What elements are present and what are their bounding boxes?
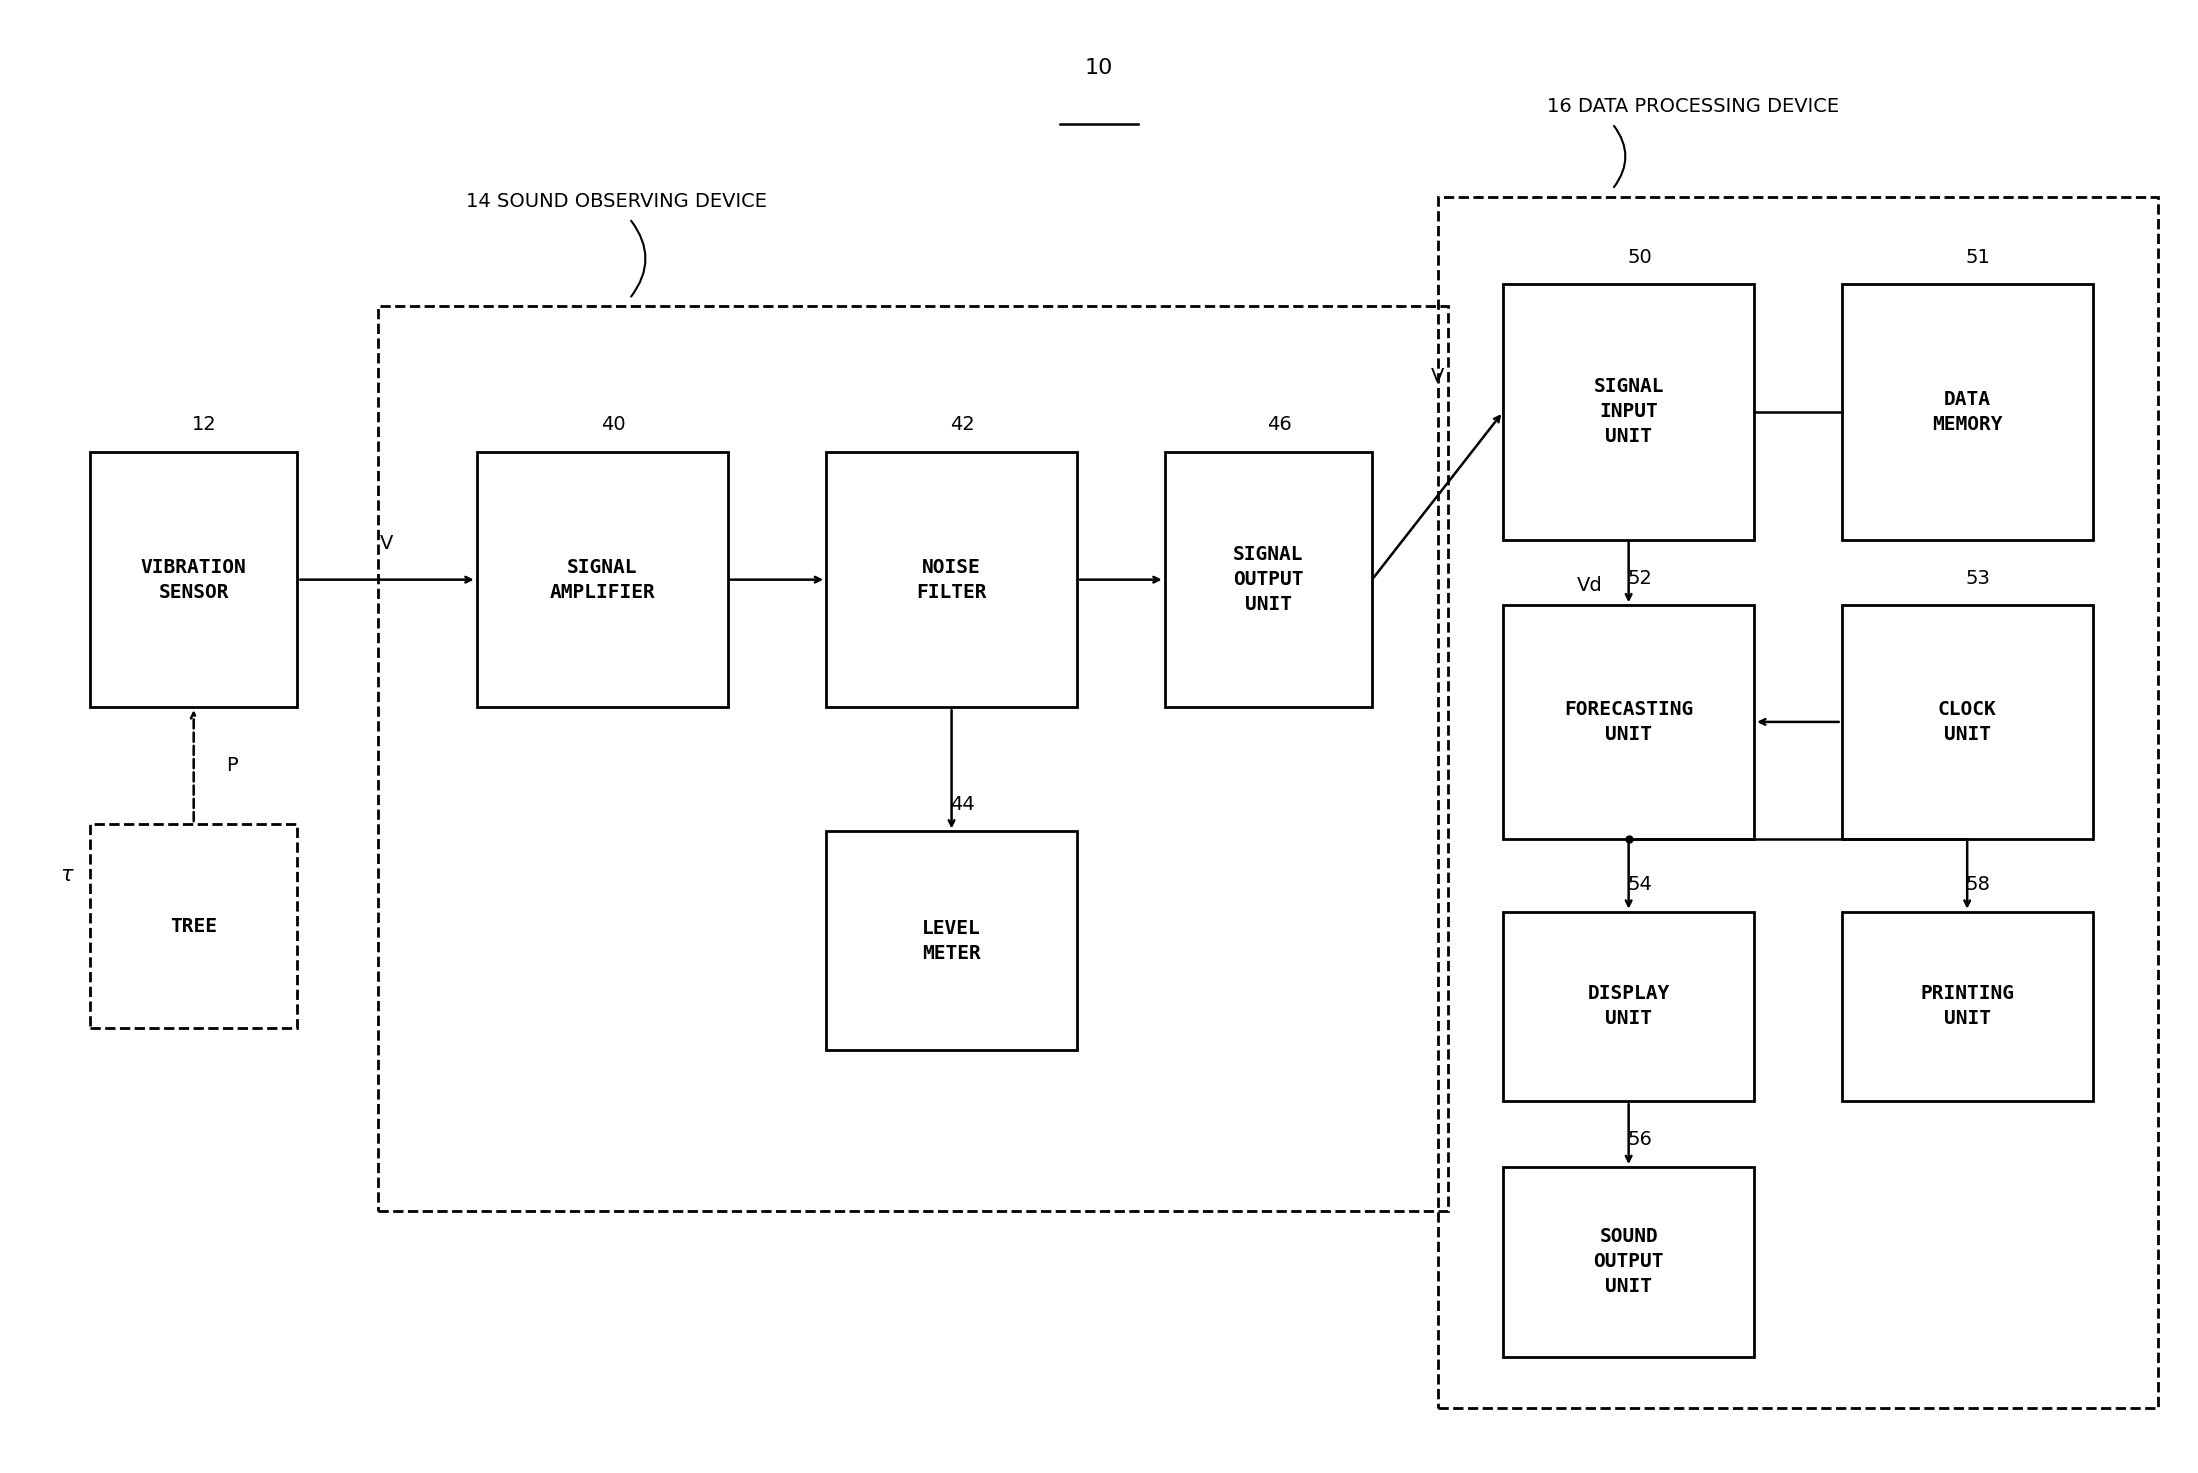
- Text: FORECASTING
UNIT: FORECASTING UNIT: [1565, 700, 1692, 744]
- Text: 42: 42: [950, 415, 976, 435]
- Bar: [90, 823, 297, 1028]
- Text: P: P: [226, 756, 237, 775]
- Text: 56: 56: [1627, 1130, 1653, 1149]
- Text: 40: 40: [600, 415, 626, 435]
- Bar: [1503, 1167, 1754, 1357]
- Bar: [1503, 912, 1754, 1102]
- Text: DATA
MEMORY: DATA MEMORY: [1932, 390, 2002, 435]
- Bar: [378, 306, 1448, 1211]
- Text: 10: 10: [1086, 57, 1112, 78]
- Text: 12: 12: [191, 415, 218, 435]
- Text: 50: 50: [1627, 247, 1653, 267]
- Text: SIGNAL
AMPLIFIER: SIGNAL AMPLIFIER: [550, 558, 655, 601]
- Text: NOISE
FILTER: NOISE FILTER: [917, 558, 987, 601]
- Text: SIGNAL
OUTPUT
UNIT: SIGNAL OUTPUT UNIT: [1233, 545, 1303, 614]
- Bar: [1165, 452, 1372, 707]
- Bar: [477, 452, 728, 707]
- Text: TREE: TREE: [169, 916, 218, 935]
- Text: Vd: Vd: [1576, 576, 1602, 595]
- Bar: [1503, 605, 1754, 838]
- Text: V: V: [380, 535, 393, 554]
- Bar: [1842, 605, 2092, 838]
- Bar: [826, 831, 1077, 1050]
- Text: 46: 46: [1266, 415, 1292, 435]
- Bar: [90, 452, 297, 707]
- Bar: [826, 452, 1077, 707]
- Bar: [1842, 912, 2092, 1102]
- Text: 54: 54: [1627, 875, 1653, 894]
- Text: V: V: [1431, 367, 1444, 386]
- Text: CLOCK
UNIT: CLOCK UNIT: [1939, 700, 1996, 744]
- Text: VIBRATION
SENSOR: VIBRATION SENSOR: [141, 558, 246, 601]
- Text: 14 SOUND OBSERVING DEVICE: 14 SOUND OBSERVING DEVICE: [466, 191, 767, 211]
- Text: 16 DATA PROCESSING DEVICE: 16 DATA PROCESSING DEVICE: [1547, 97, 1840, 116]
- Text: PRINTING
UNIT: PRINTING UNIT: [1921, 984, 2013, 1028]
- Bar: [1437, 196, 2158, 1408]
- Text: 53: 53: [1965, 569, 1991, 588]
- Text: 52: 52: [1627, 569, 1653, 588]
- Text: 58: 58: [1965, 875, 1991, 894]
- Text: SIGNAL
INPUT
UNIT: SIGNAL INPUT UNIT: [1594, 377, 1664, 446]
- Bar: [1842, 284, 2092, 539]
- Text: LEVEL
METER: LEVEL METER: [923, 919, 980, 963]
- Text: 44: 44: [950, 795, 976, 815]
- Bar: [1503, 284, 1754, 539]
- Text: SOUND
OUTPUT
UNIT: SOUND OUTPUT UNIT: [1594, 1227, 1664, 1296]
- Text: τ: τ: [59, 865, 73, 885]
- Text: DISPLAY
UNIT: DISPLAY UNIT: [1587, 984, 1670, 1028]
- Text: 51: 51: [1965, 247, 1991, 267]
